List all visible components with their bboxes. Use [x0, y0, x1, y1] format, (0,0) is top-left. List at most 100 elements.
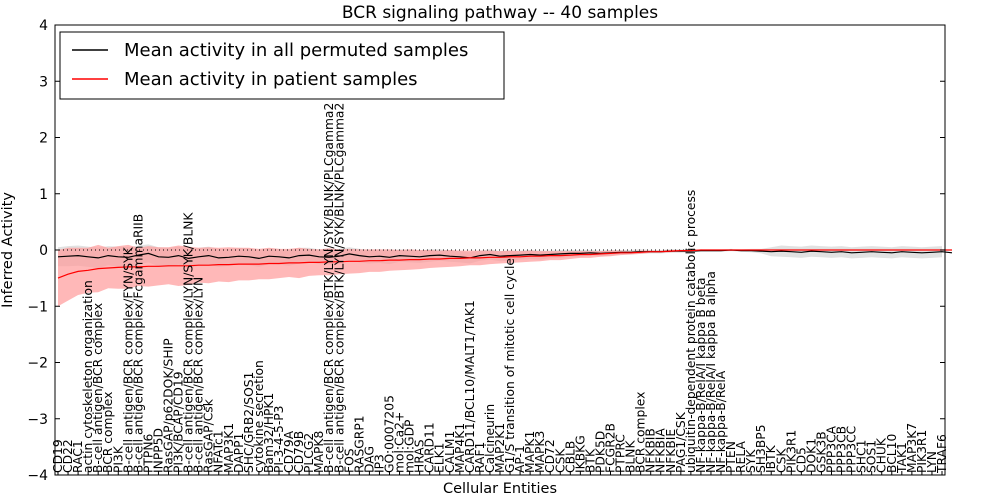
legend-label-permuted: Mean activity in all permuted samples	[124, 40, 468, 61]
entity-label: IBTK	[764, 444, 778, 473]
y-axis-label: Inferred Activity	[0, 192, 16, 308]
entity-label: ELK1	[433, 442, 447, 473]
entity-label: NF-kappa-B/RelA	[714, 370, 728, 473]
entity-label: HRAS	[413, 439, 427, 473]
entity-label: G1/S transition of mitotic cell cycle	[503, 258, 517, 473]
entity-label: mol:GDP	[403, 420, 417, 473]
entity-label: FOS	[342, 448, 356, 473]
entity-label: Bam32/HPK1	[262, 393, 276, 473]
entity-label: SH3BP5	[754, 424, 768, 473]
entity-label: DAG	[362, 446, 376, 473]
entity-label: CHUK	[875, 437, 889, 473]
entity-label: RasGAP/p62DOK/SHIP	[162, 338, 176, 473]
legend-label-patient: Mean activity in patient samples	[124, 69, 418, 90]
entity-label: BLNK	[624, 440, 638, 473]
entity-label: IP3	[373, 454, 387, 473]
entity-label: BCR complex	[101, 392, 115, 473]
entity-label: LYN	[925, 451, 939, 473]
entity-label: PTEN	[724, 441, 738, 473]
entity-label: PTPN6	[141, 433, 155, 473]
entity-label: B-cell antigen/BCR complex/BTK/LYN/SYK/B…	[322, 103, 336, 473]
entity-label: RAC1	[71, 440, 85, 473]
entity-label: PAG1/CSK	[674, 411, 688, 473]
patient-mean-line	[57, 249, 952, 279]
entity-label: BTK	[583, 448, 597, 473]
entity-label: RASGRP1	[352, 415, 366, 473]
entity-label: NFKBIB	[644, 428, 658, 473]
entity-label: MAPK1	[523, 431, 537, 473]
entity-label: Calcineurin	[483, 404, 497, 473]
entity-label: PPP3CB	[835, 426, 849, 473]
x-axis-ticks	[57, 471, 943, 475]
y-tick-label: −1	[27, 299, 48, 315]
entity-label: CARD11/BCL10/MALT1/TAK1	[463, 300, 477, 473]
entity-label: BCR complex	[634, 392, 648, 473]
entity-label: B-cell antigen/BCR complex/BTK/LYN/SYK/B…	[332, 103, 346, 473]
entity-label: B-cell antigen/BCR complex/LYN	[192, 277, 206, 473]
entity-label: PPP3CC	[845, 426, 859, 473]
entity-label: SYK	[744, 449, 758, 473]
entity-label: MAPK8	[312, 431, 326, 473]
y-tick-label: 4	[39, 18, 48, 34]
entity-label: mol:Ca2+	[393, 412, 407, 473]
entity-label: CD79A	[282, 430, 296, 473]
entity-label: GO:0007205	[383, 395, 397, 473]
entity-label: INPP5D	[152, 428, 166, 473]
entity-label: PI3K	[111, 445, 125, 473]
entity-label: actin cytoskeleton organization	[81, 280, 95, 473]
y-axis: 4 3 2 1 0 −1 −2 −3 −4	[27, 18, 945, 484]
entity-label: NF-kappa-B/RelA/I kappa B beta	[694, 277, 708, 473]
entity-label: RAF1	[473, 442, 487, 473]
entity-label: CALM1	[443, 431, 457, 473]
y-tick-label: −3	[27, 412, 48, 428]
entity-label: MAPK3	[533, 431, 547, 473]
entity-label: MAP3K7	[905, 423, 919, 473]
entity-label: NFKBIA	[654, 428, 668, 473]
entity-label: NFATc1	[212, 430, 226, 473]
chart-title: BCR signaling pathway -- 40 samples	[342, 3, 658, 23]
entity-label: PTPRC	[614, 434, 628, 473]
entity-label: PIK3R1	[915, 430, 929, 473]
entity-label: RasGAP/Csk	[202, 398, 216, 473]
entity-label: CARD11	[423, 422, 437, 473]
entity-label: DOK1	[804, 438, 818, 473]
entity-label: MAP2K1	[493, 423, 507, 473]
entity-label: MAP4K1	[453, 423, 467, 473]
y-tick-label: −4	[27, 468, 48, 484]
entity-label: DAPP1	[232, 433, 246, 473]
permuted-mean-line	[57, 249, 953, 260]
entity-label: B-cell antigen/BCR complex/LYN/SYK/BLNK	[182, 212, 196, 473]
entity-label: CSK	[774, 448, 788, 473]
entity-label: TAK1	[895, 442, 909, 474]
x-axis-label: Cellular Entities	[443, 481, 557, 497]
entity-label: PLCG2	[302, 433, 316, 473]
entity-label: cytokine secretion	[252, 360, 266, 473]
y-tick-label: −2	[27, 356, 48, 372]
entity-label: FCGR2B	[604, 423, 618, 473]
entity-label: PI3K/BCAP/CD19	[172, 371, 186, 473]
entity-label: ubiquitin-dependent protein catabolic pr…	[684, 190, 698, 473]
entity-label: PPP3CA	[825, 425, 839, 473]
entity-label: PDK5D	[594, 431, 608, 473]
entity-label: CD79B	[292, 431, 306, 473]
entity-label: B-cell antigen/BCR complex	[91, 303, 105, 473]
entity-label: RELA	[734, 441, 748, 473]
entity-label: PI-3-4-5-P3	[272, 405, 286, 473]
entity-label: SHC/GRB2/SOS1	[242, 372, 256, 473]
series-lines	[57, 249, 953, 279]
entity-label: CD5	[794, 447, 808, 473]
y-tick-label: 1	[39, 187, 48, 203]
y-tick-label: 3	[39, 74, 48, 90]
entity-label: CD22	[61, 439, 75, 473]
y-tick-label: 0	[39, 243, 48, 259]
entity-label: PIK3R1	[784, 430, 798, 473]
patient-band	[58, 244, 942, 307]
entity-label: SOS1	[865, 440, 879, 473]
entity-label: TRAF6	[935, 434, 949, 474]
y-tick-label: 2	[39, 131, 48, 147]
entity-label: CD72	[543, 439, 557, 473]
entity-label: BCL10	[885, 434, 899, 473]
entity-label: NFKBIE	[664, 429, 678, 473]
